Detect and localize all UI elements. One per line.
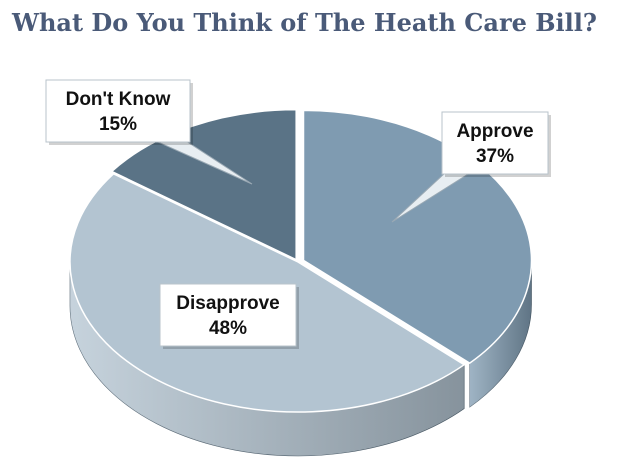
value-approve: 37% xyxy=(476,146,514,167)
value-disapprove: 48% xyxy=(209,318,247,339)
pie-callouts: Approve 37% Disapprove 48% Don't Know 15% xyxy=(45,79,551,349)
value-don-t-know: 15% xyxy=(99,114,137,135)
label-approve: Approve xyxy=(456,121,533,142)
callout-box-disapprove xyxy=(159,283,297,347)
callout-box-approve xyxy=(441,111,549,175)
slice-don-t-know xyxy=(110,108,297,261)
slice-side-approve-shade xyxy=(469,260,532,408)
callout-box-don-t-know xyxy=(45,79,191,143)
label-don-t-know: Don't Know xyxy=(66,89,171,110)
slice-side-disapprove-shade xyxy=(70,262,465,456)
label-disapprove: Disapprove xyxy=(176,293,279,314)
chart-title: What Do You Think of The Heath Care Bill… xyxy=(12,8,597,37)
